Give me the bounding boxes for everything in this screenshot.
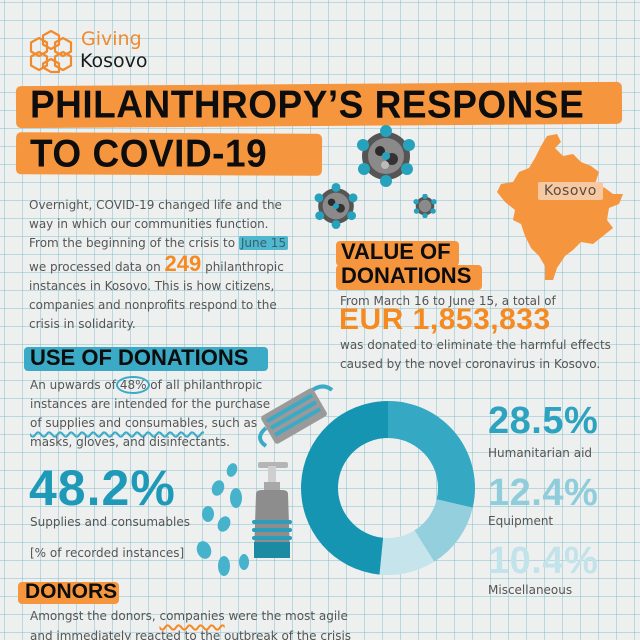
wavy-underlined-text: of supplies and consumables [30,416,205,430]
virus-icon [413,194,437,218]
instance-count: 249 [164,250,202,276]
use-description: An upwards of 48% of all philanthropic i… [30,376,280,452]
donors-text: were the most agile and immediately reac… [30,609,352,640]
donut-slice [414,499,473,562]
heading-line: VALUE OF [341,239,451,264]
donut-slice [379,530,435,575]
giving-kosovo-logo: Giving Kosovo [28,26,158,76]
stat-note: [% of recorded instances] [30,546,185,560]
legend-equipment-label: Equipment [488,514,554,528]
hexagon-flower-icon [29,29,73,74]
main-stat-label: Supplies and consumables [30,515,190,529]
main-stat-percentage: 48.2% [29,460,176,516]
page-title-line-2: TO COVID-19 [30,131,268,175]
page-title-line-1: PHILANTHROPY’S RESPONSE [30,82,585,126]
intro-paragraph: Overnight, COVID-19 changed life and the… [29,196,291,334]
donors-description: Amongst the donors, companies were the m… [30,606,360,640]
use-heading-band [24,347,268,371]
donors-heading-band [18,582,119,604]
legend-humanitarian-pct: 28.5% [488,400,599,442]
use-text: , such as masks, gloves, and disinfectan… [30,416,258,449]
map-label-kosovo: Kosovo [538,182,603,200]
value-description-2: was donated to eliminate the harmful eff… [340,338,611,371]
wavy-underlined-text: companies [159,609,225,623]
intro-text: philanthropic instances in Kosovo. This … [29,259,284,332]
legend-misc-pct: 10.4% [488,540,599,582]
logo-text-kosovo: Kosovo [80,50,148,72]
kosovo-map-icon [497,134,623,280]
virus-icon [314,183,358,229]
donut-slice [388,401,475,508]
donation-total-amount: EUR 1,853,833 [339,303,551,336]
value-description-1: From March 16 to June 15, a total of [340,294,556,308]
donors-heading: DONORS [25,580,118,603]
circled-percentage: 48% [119,378,147,392]
use-of-donations-heading: USE OF DONATIONS [30,345,249,370]
virus-icon [357,125,415,187]
sanitizer-bottle-icon [196,462,292,576]
value-of-donations-heading: VALUE OF DONATIONS [341,240,471,288]
highlighted-date: June 15 [238,236,289,251]
donors-text: Amongst the donors, [30,609,160,623]
legend-misc-label: Miscellaneous [488,583,573,597]
face-mask-icon [258,384,334,448]
heading-line: DONATIONS [341,263,472,288]
legend-humanitarian-label: Humanitarian aid [488,446,593,460]
value-heading-band [336,241,459,266]
intro-text: Overnight, COVID-19 changed life and the… [29,198,282,251]
logo-text-giving: Giving [81,28,142,50]
legend-equipment-pct: 12.4% [488,472,599,514]
value-heading-band [336,265,482,290]
donut-slice [300,401,388,575]
use-of-donations-donut-chart [300,401,475,575]
use-text: An upwards of [30,378,120,392]
intro-text: we processed data on [29,259,165,274]
use-text: of all philanthropic instances are inten… [30,378,271,411]
